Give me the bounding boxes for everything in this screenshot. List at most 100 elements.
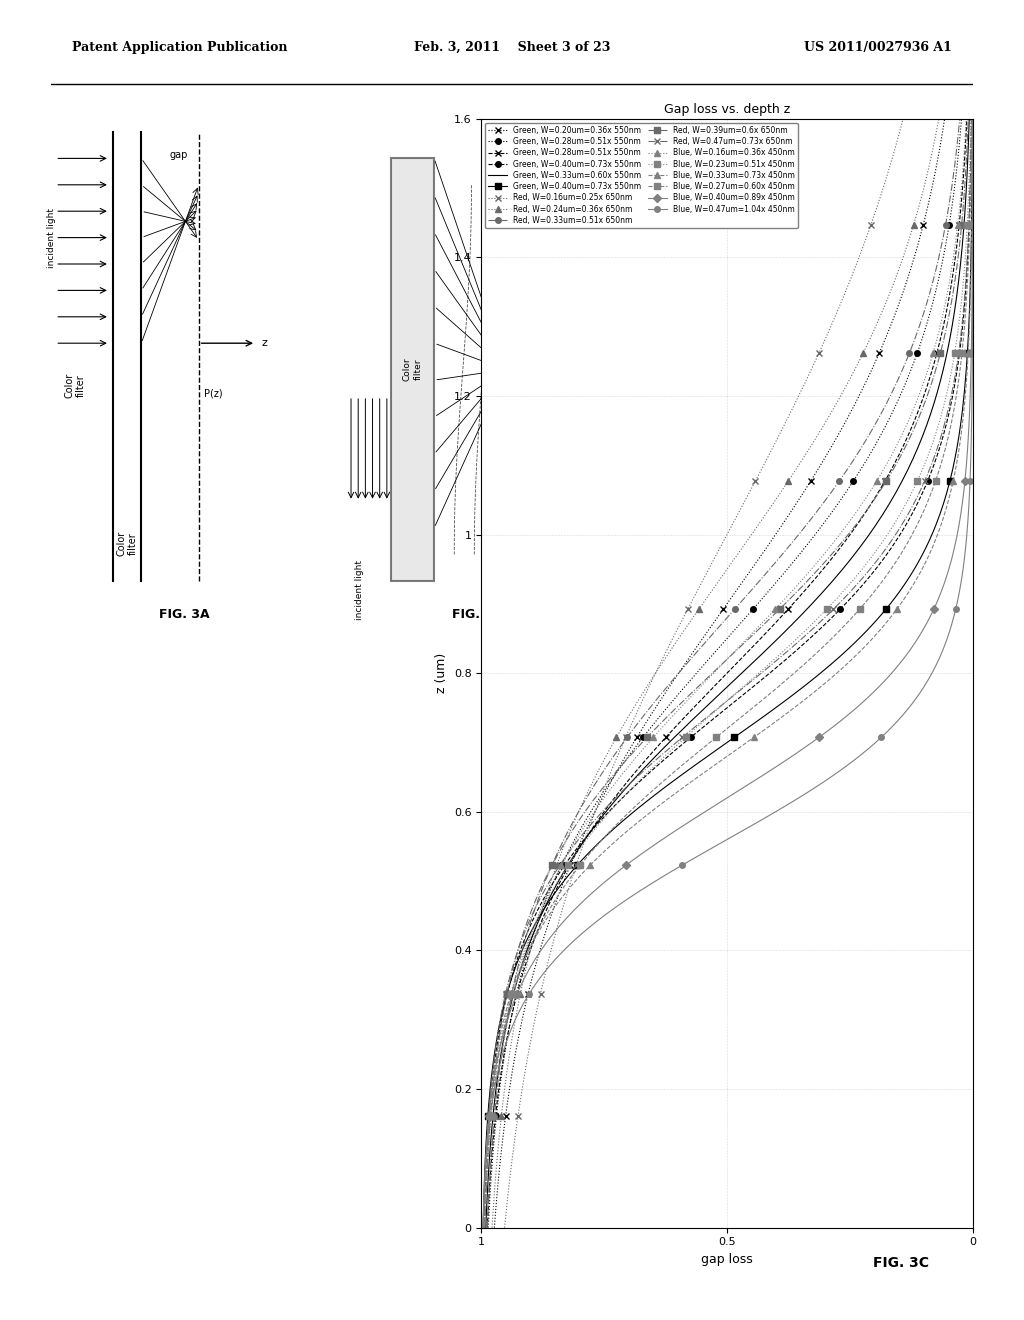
- Green, W=0.40um=0.73x 550nm: [480, 1152, 493, 1168]
- Blue, W=0.23um=0.51x 450nm: [499, 1014, 511, 1030]
- Line: Red, W=0.33um=0.51x 650nm: Red, W=0.33um=0.51x 650nm: [487, 119, 959, 1228]
- Blue, W=0.33um=0.73x 450nm: [532, 924, 545, 940]
- Blue, W=0.47um=1.04x 450nm: [578, 924, 590, 940]
- Green, W=0.40um=0.73x 550nm: [967, 111, 979, 127]
- Green, W=0.28um=0.51x 550nm: [505, 1014, 517, 1030]
- Blue, W=0.23um=0.51x 450nm: [478, 1220, 490, 1236]
- Red, W=0.39um=0.6x 650nm: [963, 111, 975, 127]
- Red, W=0.24um=0.36x 650nm: [529, 924, 542, 940]
- Green, W=0.28um=0.51x 550nm: [482, 1220, 495, 1236]
- Green, W=0.33um=0.60x 550nm: [958, 206, 971, 222]
- Red, W=0.47um=0.73x 650nm: [964, 206, 976, 222]
- Blue, W=0.33um=0.73x 450nm: [477, 1220, 489, 1236]
- Blue, W=0.40um=0.89x 450nm: [967, 111, 979, 127]
- Blue, W=0.47um=1.04x 450nm: [967, 111, 979, 127]
- Blue, W=0.33um=0.73x 450nm: [497, 1014, 509, 1030]
- Green, W=0.20um=0.36x 550nm: [495, 1152, 507, 1168]
- Blue, W=0.47um=1.04x 450nm: [508, 1014, 520, 1030]
- Blue, W=0.27um=0.60x 450nm: [530, 924, 543, 940]
- Green, W=0.40um=0.73x 550nm: [524, 924, 537, 940]
- Blue, W=0.27um=0.60x 450nm: [966, 111, 978, 127]
- Blue, W=0.40um=0.89x 450nm: [478, 1175, 490, 1191]
- Red, W=0.24um=0.36x 650nm: [921, 166, 933, 182]
- Blue, W=0.16um=0.36x 450nm: [952, 206, 965, 222]
- Blue, W=0.23um=0.51x 450nm: [481, 1152, 494, 1168]
- Blue, W=0.33um=0.73x 450nm: [967, 111, 979, 127]
- Green, W=0.28um=0.51x 550nm: [961, 111, 973, 127]
- Red, W=0.39um=0.6x 650nm: [517, 924, 529, 940]
- Blue, W=0.47um=1.04x 450nm: [967, 206, 979, 222]
- Green, W=0.28um=0.51x 550nm: [957, 166, 970, 182]
- Red, W=0.33um=0.51x 650nm: [481, 1220, 494, 1236]
- Green, W=0.33um=0.60x 550nm: [501, 1014, 513, 1030]
- Red, W=0.16um=0.25x 650nm: [550, 924, 562, 940]
- Green, W=0.28um=0.51x 550nm: [484, 1175, 497, 1191]
- Green, W=0.20um=0.36x 550nm: [920, 206, 932, 222]
- Blue, W=0.40um=0.89x 450nm: [501, 1014, 513, 1030]
- Blue, W=0.16um=0.36x 450nm: [502, 1014, 514, 1030]
- Blue, W=0.27um=0.60x 450nm: [478, 1220, 490, 1236]
- Text: Patent Application Publication: Patent Application Publication: [72, 41, 287, 54]
- Red, W=0.39um=0.6x 650nm: [481, 1152, 494, 1168]
- Red, W=0.47um=0.73x 650nm: [966, 111, 978, 127]
- Text: FIG. 3A: FIG. 3A: [159, 607, 210, 620]
- Line: Green, W=0.20um=0.36x 550nm: Green, W=0.20um=0.36x 550nm: [495, 119, 944, 1228]
- Green, W=0.40um=0.73x 550nm: [966, 166, 978, 182]
- Text: Color
filter: Color filter: [65, 372, 86, 399]
- Green, W=0.28um=0.51x 550nm: [530, 924, 543, 940]
- Red, W=0.47um=0.73x 650nm: [494, 1014, 506, 1030]
- Green, W=0.33um=0.60x 550nm: [964, 111, 976, 127]
- Blue, W=0.27um=0.60x 450nm: [480, 1175, 493, 1191]
- Blue, W=0.40um=0.89x 450nm: [477, 1220, 489, 1236]
- Line: Green, W=0.28um=0.51x 550nm: Green, W=0.28um=0.51x 550nm: [488, 119, 962, 1228]
- Red, W=0.16um=0.25x 650nm: [528, 1014, 541, 1030]
- Blue, W=0.33um=0.73x 450nm: [479, 1152, 492, 1168]
- Green, W=0.33um=0.60x 550nm: [961, 166, 973, 182]
- Green, W=0.28um=0.51x 550nm: [945, 206, 957, 222]
- Text: FIG. 3C: FIG. 3C: [873, 1257, 929, 1270]
- Text: z: z: [262, 338, 267, 348]
- Green, W=0.28um=0.51x 550nm: [481, 1220, 494, 1236]
- Red, W=0.16um=0.25x 650nm: [868, 206, 881, 222]
- Green, W=0.28um=0.51x 550nm: [486, 1152, 499, 1168]
- Line: Blue, W=0.40um=0.89x 450nm: Blue, W=0.40um=0.89x 450nm: [483, 119, 973, 1228]
- Title: Gap loss vs. depth z: Gap loss vs. depth z: [664, 103, 791, 116]
- Line: Green, W=0.33um=0.60x 550nm: Green, W=0.33um=0.60x 550nm: [485, 119, 970, 1228]
- Blue, W=0.47um=1.04x 450nm: [477, 1220, 489, 1236]
- Red, W=0.47um=0.73x 650nm: [518, 924, 530, 940]
- Blue, W=0.33um=0.73x 450nm: [966, 166, 978, 182]
- Blue, W=0.16um=0.36x 450nm: [961, 111, 973, 127]
- Blue, W=0.40um=0.89x 450nm: [967, 166, 979, 182]
- Red, W=0.39um=0.6x 650nm: [956, 206, 969, 222]
- Green, W=0.40um=0.73x 550nm: [521, 924, 534, 940]
- Green, W=0.28um=0.51x 550nm: [485, 1152, 498, 1168]
- Blue, W=0.40um=0.89x 450nm: [967, 206, 979, 222]
- Blue, W=0.16um=0.36x 450nm: [525, 924, 538, 940]
- Blue, W=0.27um=0.60x 450nm: [965, 166, 977, 182]
- Green, W=0.40um=0.73x 550nm: [494, 1014, 506, 1030]
- Red, W=0.24um=0.36x 650nm: [490, 1152, 503, 1168]
- Blue, W=0.47um=1.04x 450nm: [480, 1152, 493, 1168]
- Bar: [391, 158, 434, 581]
- Line: Red, W=0.24um=0.36x 650nm: Red, W=0.24um=0.36x 650nm: [493, 119, 939, 1228]
- Red, W=0.47um=0.73x 650nm: [477, 1220, 489, 1236]
- Red, W=0.16um=0.25x 650nm: [499, 1220, 511, 1236]
- Red, W=0.33um=0.51x 650nm: [501, 1014, 513, 1030]
- Red, W=0.47um=0.73x 650nm: [480, 1152, 493, 1168]
- Red, W=0.16um=0.25x 650nm: [897, 111, 909, 127]
- Green, W=0.28um=0.51x 550nm: [527, 924, 540, 940]
- Text: US 2011/0027936 A1: US 2011/0027936 A1: [805, 41, 952, 54]
- Text: incident light: incident light: [47, 207, 55, 268]
- Line: Green, W=0.28um=0.51x 550nm: Green, W=0.28um=0.51x 550nm: [487, 119, 967, 1228]
- Line: Red, W=0.47um=0.73x 650nm: Red, W=0.47um=0.73x 650nm: [483, 119, 972, 1228]
- Text: FIG. 3B: FIG. 3B: [452, 607, 503, 620]
- X-axis label: gap loss: gap loss: [701, 1253, 753, 1266]
- Line: Blue, W=0.27um=0.60x 450nm: Blue, W=0.27um=0.60x 450nm: [484, 119, 972, 1228]
- Green, W=0.28um=0.51x 550nm: [483, 1175, 496, 1191]
- Red, W=0.33um=0.51x 650nm: [521, 924, 534, 940]
- Green, W=0.20um=0.36x 550nm: [929, 166, 941, 182]
- Red, W=0.24um=0.36x 650nm: [933, 111, 945, 127]
- Blue, W=0.40um=0.89x 450nm: [548, 924, 560, 940]
- Green, W=0.20um=0.36x 550nm: [516, 1014, 528, 1030]
- Red, W=0.33um=0.51x 650nm: [484, 1152, 497, 1168]
